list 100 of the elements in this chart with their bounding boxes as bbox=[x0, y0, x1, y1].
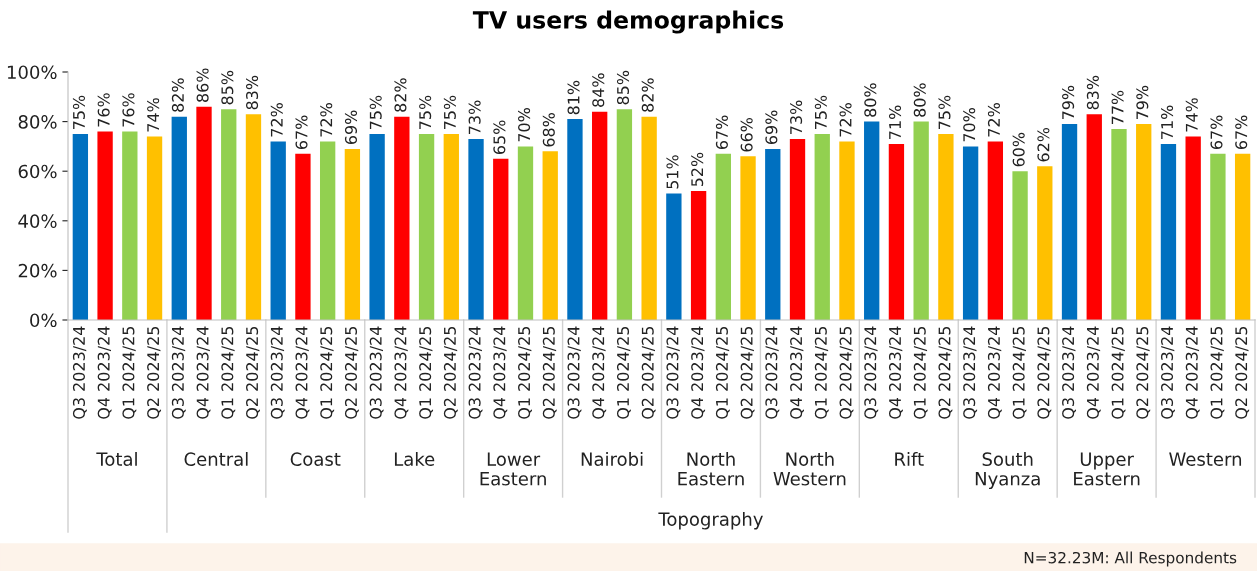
data-label: 60% bbox=[1012, 132, 1025, 167]
data-label: 75% bbox=[72, 95, 85, 129]
x-tick-label: Q2 2024/25 bbox=[542, 326, 557, 419]
bar bbox=[641, 116, 657, 320]
data-label: 70% bbox=[963, 108, 976, 142]
x-tick-label: Q1 2024/25 bbox=[913, 326, 928, 419]
y-tick-label: 20% bbox=[18, 263, 57, 278]
bar bbox=[1086, 114, 1102, 320]
bar bbox=[394, 116, 410, 320]
data-label: 84% bbox=[592, 73, 605, 107]
x-tick-label: Q2 2024/25 bbox=[443, 326, 458, 419]
y-tick-label: 40% bbox=[18, 214, 57, 228]
data-label: 62% bbox=[1037, 127, 1050, 162]
x-tick-label: Q3 2023/24 bbox=[369, 326, 384, 419]
bar bbox=[245, 114, 262, 320]
x-tick-label: Q3 2023/24 bbox=[72, 326, 87, 419]
text: Rift bbox=[895, 452, 924, 466]
bar bbox=[592, 111, 608, 320]
x-tick-label: Q3 2023/24 bbox=[1161, 326, 1175, 419]
data-label: 76% bbox=[122, 93, 135, 127]
x-tick-label: Q3 2023/24 bbox=[666, 326, 681, 419]
bar bbox=[1185, 136, 1201, 320]
bar bbox=[146, 136, 163, 320]
x-tick-label: Q1 2024/25 bbox=[122, 326, 137, 419]
bar bbox=[468, 138, 484, 320]
bar bbox=[765, 148, 781, 320]
data-label: 72% bbox=[839, 103, 852, 137]
text: North Western bbox=[773, 452, 846, 486]
text: Nairobi bbox=[581, 452, 643, 466]
bar bbox=[369, 134, 385, 320]
x-tick-label: Q2 2024/25 bbox=[740, 326, 755, 419]
data-label: 52% bbox=[691, 152, 704, 187]
x-tick-label: Q2 2024/25 bbox=[147, 326, 162, 419]
bar bbox=[715, 153, 731, 320]
data-label: 75% bbox=[443, 95, 456, 129]
x-tick-label: Q2 2024/25 bbox=[1136, 326, 1151, 419]
x-tick-label: Q1 2024/25 bbox=[1210, 326, 1225, 419]
bar bbox=[295, 153, 311, 320]
data-label: 66% bbox=[740, 117, 753, 152]
data-label: 75% bbox=[419, 95, 432, 129]
data-label: 85% bbox=[221, 70, 234, 105]
bar bbox=[1111, 129, 1127, 320]
x-tick-label: Q4 2023/24 bbox=[394, 326, 409, 419]
bar bbox=[542, 151, 558, 320]
bar bbox=[913, 121, 929, 320]
x-tick-label: Q1 2024/25 bbox=[320, 326, 335, 419]
x-tick-label: Q1 2024/25 bbox=[1111, 326, 1126, 419]
x-tick-label: Q1 2024/25 bbox=[419, 326, 434, 419]
data-label: 72% bbox=[320, 103, 333, 137]
bar bbox=[196, 106, 212, 320]
bar bbox=[888, 143, 905, 320]
text: Coast bbox=[290, 452, 341, 466]
data-label: 82% bbox=[394, 78, 407, 112]
data-label: 65% bbox=[493, 120, 506, 154]
text: Topography bbox=[658, 512, 763, 530]
data-label: 81% bbox=[567, 80, 580, 115]
bar bbox=[122, 131, 138, 320]
x-tick-label: Q4 2023/24 bbox=[691, 326, 706, 419]
data-label: 69% bbox=[765, 110, 778, 145]
bar bbox=[1037, 166, 1053, 320]
x-tick-label: Q3 2023/24 bbox=[468, 326, 483, 419]
text: Central bbox=[184, 452, 248, 466]
bar bbox=[1234, 153, 1251, 320]
x-tick-label: Q4 2023/24 bbox=[888, 326, 903, 419]
y-tick-label: 80% bbox=[18, 115, 57, 129]
bar bbox=[97, 131, 113, 320]
bar bbox=[72, 134, 89, 320]
x-tick-label: Q2 2024/25 bbox=[246, 326, 260, 419]
data-label: 79% bbox=[1062, 85, 1075, 120]
bar bbox=[517, 146, 534, 320]
bar bbox=[938, 134, 954, 320]
data-label: 80% bbox=[913, 83, 926, 117]
y-tick-label: 0% bbox=[30, 313, 57, 328]
x-tick-label: Q1 2024/25 bbox=[518, 326, 532, 419]
data-label: 67% bbox=[295, 115, 308, 149]
data-label: 83% bbox=[1086, 75, 1099, 110]
data-label: 74% bbox=[147, 98, 160, 132]
x-tick-label: Q1 2024/25 bbox=[715, 326, 730, 419]
text: Total bbox=[96, 452, 137, 466]
x-tick-label: Q1 2024/25 bbox=[1012, 326, 1027, 419]
data-label: 76% bbox=[97, 93, 110, 127]
bar bbox=[443, 134, 459, 320]
data-label: 86% bbox=[196, 68, 209, 102]
bar bbox=[814, 134, 830, 320]
y-tick-label: 60% bbox=[18, 164, 57, 179]
chart-title: TV users demographics bbox=[472, 10, 784, 34]
bar bbox=[1012, 171, 1028, 320]
data-label: 75% bbox=[938, 95, 951, 129]
data-label: 70% bbox=[518, 108, 531, 142]
x-tick-label: Q2 2024/25 bbox=[938, 326, 953, 419]
x-tick-label: Q2 2024/25 bbox=[839, 326, 854, 419]
data-label: 79% bbox=[1136, 85, 1149, 120]
x-tick-label: Q4 2023/24 bbox=[592, 326, 607, 419]
data-label: 73% bbox=[790, 100, 803, 134]
data-label: 67% bbox=[1235, 115, 1248, 149]
data-label: 67% bbox=[1210, 115, 1223, 149]
bar bbox=[616, 109, 633, 320]
x-tick-label: Q4 2023/24 bbox=[790, 326, 804, 419]
data-label: 71% bbox=[1161, 105, 1174, 139]
x-tick-label: Q1 2024/25 bbox=[814, 326, 829, 419]
